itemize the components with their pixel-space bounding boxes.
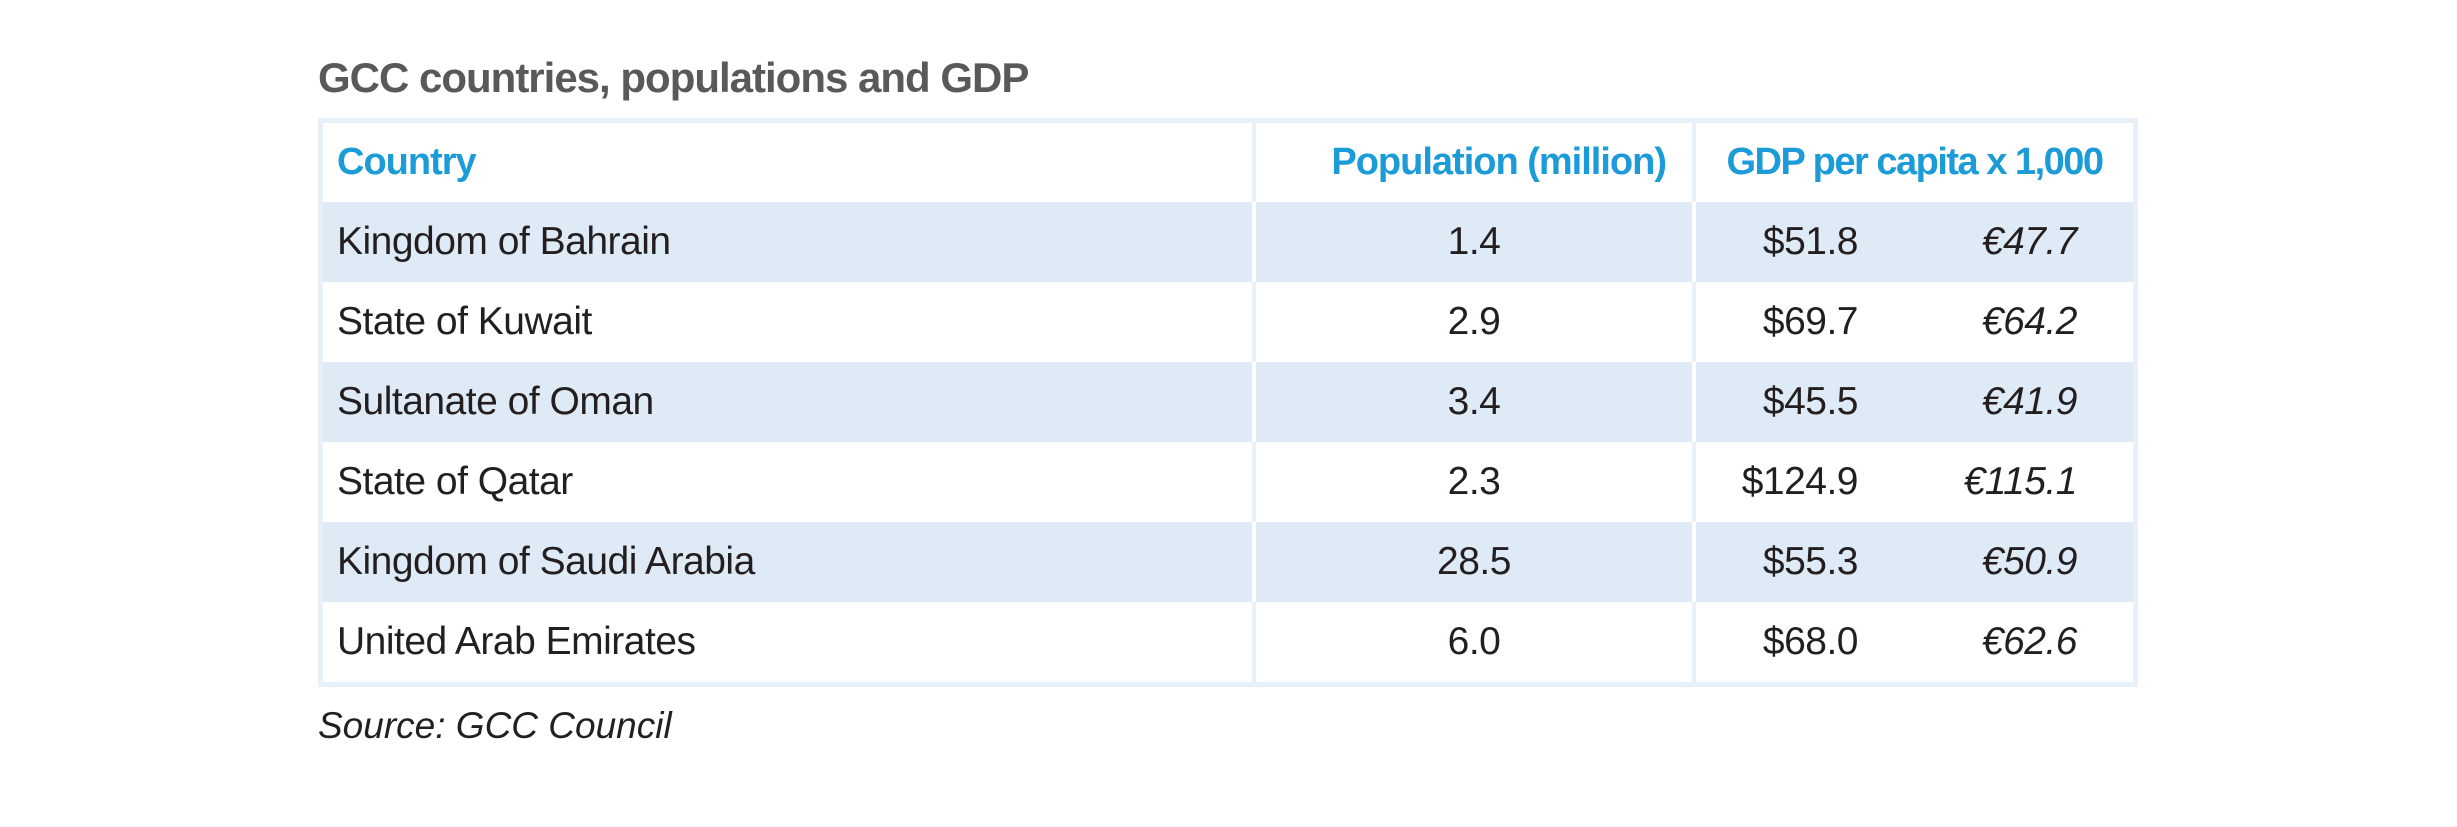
gdp-usd-value: $45.5 — [1762, 380, 1859, 423]
gdp-eur-value: €64.2 — [1981, 300, 2078, 343]
gdp-usd-value: $51.8 — [1762, 220, 1859, 263]
gdp-usd-value: $124.9 — [1741, 460, 1859, 503]
gdp-usd-value: $68.0 — [1762, 620, 1859, 663]
table-row: State of Kuwait 2.9 $69.7 €64.2 — [323, 282, 2133, 362]
table-row: Sultanate of Oman 3.4 $45.5 €41.9 — [323, 362, 2133, 442]
gdp-eur-value: €50.9 — [1981, 540, 2078, 583]
country-cell: Kingdom of Bahrain — [323, 202, 1252, 282]
table-header-row: Country Population (million) GDP per cap… — [323, 123, 2133, 202]
gdp-usd-value: $55.3 — [1762, 540, 1859, 583]
table-row: State of Qatar 2.3 $124.9 €115.1 — [323, 442, 2133, 522]
country-cell: United Arab Emirates — [323, 602, 1252, 682]
page-title: GCC countries, populations and GDP — [318, 54, 1029, 101]
population-cell: 6.0 — [1256, 602, 1692, 682]
column-header-population: Population (million) — [1256, 123, 1692, 202]
country-cell: State of Kuwait — [323, 282, 1252, 362]
country-cell: Kingdom of Saudi Arabia — [323, 522, 1252, 602]
gdp-usd-value: $69.7 — [1762, 300, 1859, 343]
population-cell: 1.4 — [1256, 202, 1692, 282]
table-body: Kingdom of Bahrain 1.4 $51.8 €47.7 State of … — [323, 202, 2133, 682]
population-cell: 28.5 — [1256, 522, 1692, 602]
column-header-country: Country — [323, 123, 1252, 202]
column-header-gdp-per-capita: GDP per capita x 1,000 — [1696, 123, 2133, 202]
source-note: Source: GCC Council — [318, 705, 672, 746]
population-cell: 2.3 — [1256, 442, 1692, 522]
gdp-cell: $68.0 €62.6 — [1696, 602, 2133, 682]
country-cell: Sultanate of Oman — [323, 362, 1252, 442]
gdp-cell: $124.9 €115.1 — [1696, 442, 2133, 522]
gdp-eur-value: €47.7 — [1981, 220, 2078, 263]
gdp-cell: $69.7 €64.2 — [1696, 282, 2133, 362]
gdp-eur-value: €41.9 — [1981, 380, 2078, 423]
gdp-eur-value: €62.6 — [1981, 620, 2078, 663]
gdp-cell: $51.8 €47.7 — [1696, 202, 2133, 282]
gcc-countries-table: Country Population (million) GDP per cap… — [318, 118, 2138, 687]
table-row: Kingdom of Bahrain 1.4 $51.8 €47.7 — [323, 202, 2133, 282]
population-cell: 2.9 — [1256, 282, 1692, 362]
gdp-eur-value: €115.1 — [1963, 460, 2078, 503]
population-cell: 3.4 — [1256, 362, 1692, 442]
gdp-cell: $45.5 €41.9 — [1696, 362, 2133, 442]
table-row: Kingdom of Saudi Arabia 28.5 $55.3 €50.9 — [323, 522, 2133, 602]
country-cell: State of Qatar — [323, 442, 1252, 522]
gdp-cell: $55.3 €50.9 — [1696, 522, 2133, 602]
table-row: United Arab Emirates 6.0 $68.0 €62.6 — [323, 602, 2133, 682]
